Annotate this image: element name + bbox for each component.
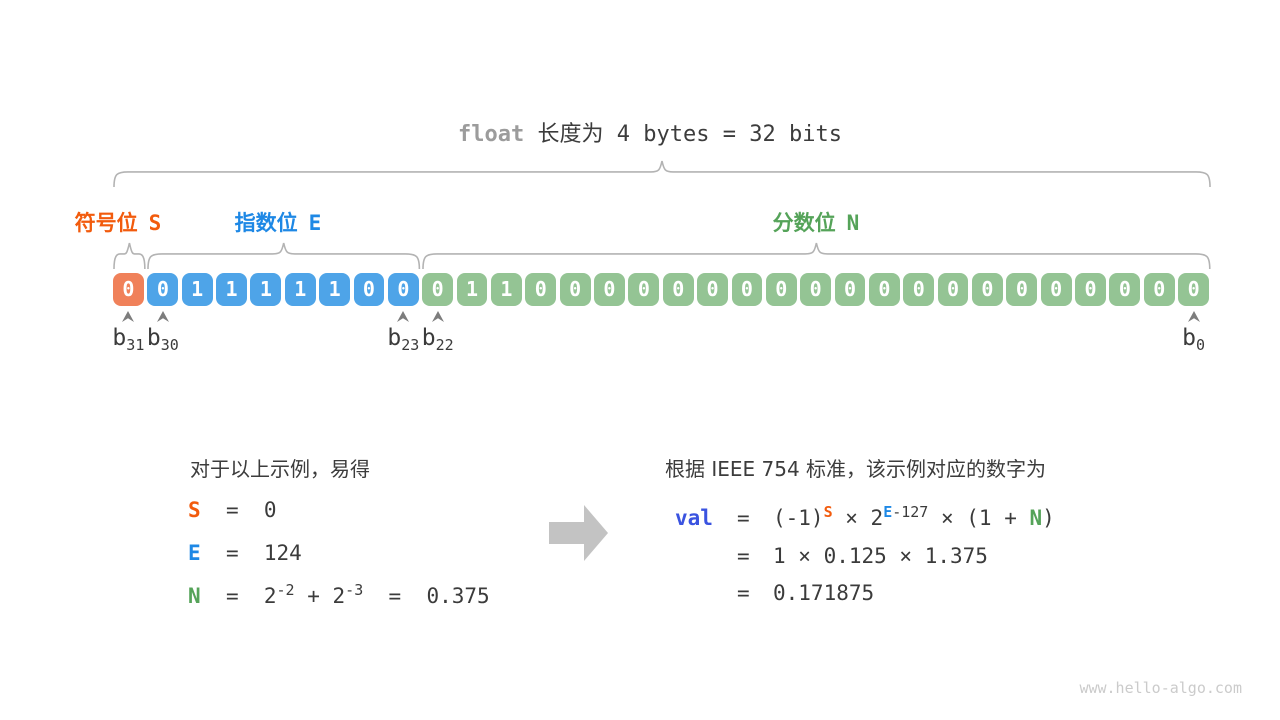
bit-cell-fraction: 0 <box>834 273 866 306</box>
field-label-fraction: 分数位 N <box>773 207 860 237</box>
formula-text: 124 <box>263 541 302 565</box>
formula-text: -2 <box>276 581 295 599</box>
symbol-sign: S <box>823 503 833 521</box>
site-watermark: www.hello-algo.com <box>1079 679 1242 697</box>
bit-cell-fraction: 0 <box>1143 273 1175 306</box>
formula-text: 1 × 0.125 × 1.375 <box>773 543 988 568</box>
symbol-fraction: N <box>1029 506 1043 530</box>
bit-cell-fraction: 0 <box>422 273 454 306</box>
field-symbol: S <box>148 211 162 235</box>
bit-cell-exponent: 1 <box>250 273 282 306</box>
bit-cell-fraction: 0 <box>903 273 935 306</box>
bit-cell-fraction: 0 <box>800 273 832 306</box>
bit-pointer-icon <box>397 311 410 322</box>
field-label-sign: 符号位 S <box>75 207 162 237</box>
formula-text: ) <box>1042 506 1055 530</box>
bit-cell-fraction: 0 <box>559 273 591 306</box>
bit-cell-exponent: 1 <box>181 273 213 306</box>
example-line: E = 124 <box>188 541 302 565</box>
bit-pointer-icon <box>431 311 444 322</box>
bit-index-label: b30 <box>146 325 179 354</box>
brace <box>113 160 1211 188</box>
bit-index-label: b31 <box>112 325 145 354</box>
formula-text: -127 <box>892 503 929 521</box>
diagram-title: float 长度为 4 bytes = 32 bits <box>93 116 1207 148</box>
formula-text: 2 <box>263 584 277 608</box>
field-label-text: 分数位 <box>772 211 836 235</box>
bit-cell-fraction: 0 <box>731 273 763 306</box>
bit-index-label: b22 <box>421 325 454 354</box>
formula-text: 0.171875 <box>773 581 875 605</box>
brace <box>113 242 146 269</box>
bit-cell-fraction: 0 <box>697 273 728 306</box>
field-label-exponent: 指数位 E <box>235 207 322 237</box>
bit-cell-fraction: 0 <box>628 273 660 306</box>
formula-text: + 2 <box>294 584 346 608</box>
symbol-exponent: E <box>188 541 201 565</box>
formula-text: (-1) <box>773 506 824 530</box>
bit-cell-sign: 0 <box>113 273 144 306</box>
formula-text: = 0.375 <box>363 584 490 608</box>
bit-cell-fraction: 0 <box>1006 273 1038 306</box>
title-text: 长度为 4 bytes = 32 bits <box>524 122 842 147</box>
field-symbol: E <box>308 211 322 235</box>
result-line: = 0.171875 <box>675 581 874 605</box>
brace <box>422 242 1211 269</box>
bit-pointer-icon <box>1187 311 1200 322</box>
bit-cell-fraction: 0 <box>1109 273 1141 306</box>
bit-cell-fraction: 1 <box>456 273 488 306</box>
symbol-exponent: E <box>883 503 893 521</box>
formula-text: × (1 + <box>928 506 1030 530</box>
bit-cell-fraction: 0 <box>972 273 1003 306</box>
result-line: = 1 × 0.125 × 1.375 <box>675 544 988 568</box>
bit-cell-exponent: 1 <box>319 273 351 306</box>
result-line: val = (-1)S × 2E-127 × (1 + N) <box>675 503 1055 530</box>
bit-cell-fraction: 0 <box>662 273 694 306</box>
brace <box>147 242 421 269</box>
bit-cell-exponent: 0 <box>353 273 385 306</box>
bit-cell-fraction: 0 <box>937 273 969 306</box>
bit-pointer-icon <box>122 311 135 322</box>
bit-cell-exponent: 1 <box>216 273 247 306</box>
field-label-text: 符号位 <box>74 211 138 235</box>
bit-index-label: b23 <box>387 325 420 354</box>
float-keyword: float <box>458 122 525 147</box>
equals-sign: = <box>737 581 750 605</box>
bit-cell-fraction: 0 <box>765 273 797 306</box>
bit-cell-fraction: 0 <box>868 273 900 306</box>
bit-index-label: b0 <box>1182 325 1206 354</box>
field-symbol: N <box>846 211 860 235</box>
bit-cell-fraction: 1 <box>491 273 522 306</box>
bit-cell-fraction: 0 <box>594 273 625 306</box>
bit-cell-exponent: 1 <box>284 273 316 306</box>
example-line: S = 0 <box>188 498 277 522</box>
symbol-sign: S <box>188 498 201 522</box>
equals-sign: = <box>737 506 750 530</box>
bit-cell-fraction: 0 <box>1178 273 1210 306</box>
bit-cell-exponent: 0 <box>387 273 419 306</box>
example-line: N = 2-2 + 2-3 = 0.375 <box>188 581 490 608</box>
flow-arrow <box>549 505 608 561</box>
symbol-fraction: N <box>188 584 201 608</box>
equals-sign: = <box>737 543 750 568</box>
example-intro: 对于以上示例，易得 <box>190 457 370 481</box>
field-label-text: 指数位 <box>234 211 298 235</box>
result-intro: 根据 IEEE 754 标准，该示例对应的数字为 <box>665 457 1047 481</box>
bit-cell-fraction: 0 <box>1075 273 1106 306</box>
formula-text: 0 <box>263 498 277 522</box>
bit-cell-fraction: 0 <box>1040 273 1072 306</box>
formula-text: × 2 <box>832 506 884 530</box>
bit-cell-fraction: 0 <box>525 273 557 306</box>
bit-pointer-icon <box>156 311 169 322</box>
formula-text: -3 <box>345 581 364 599</box>
val-label: val <box>675 506 713 530</box>
bit-cell-exponent: 0 <box>147 273 179 306</box>
